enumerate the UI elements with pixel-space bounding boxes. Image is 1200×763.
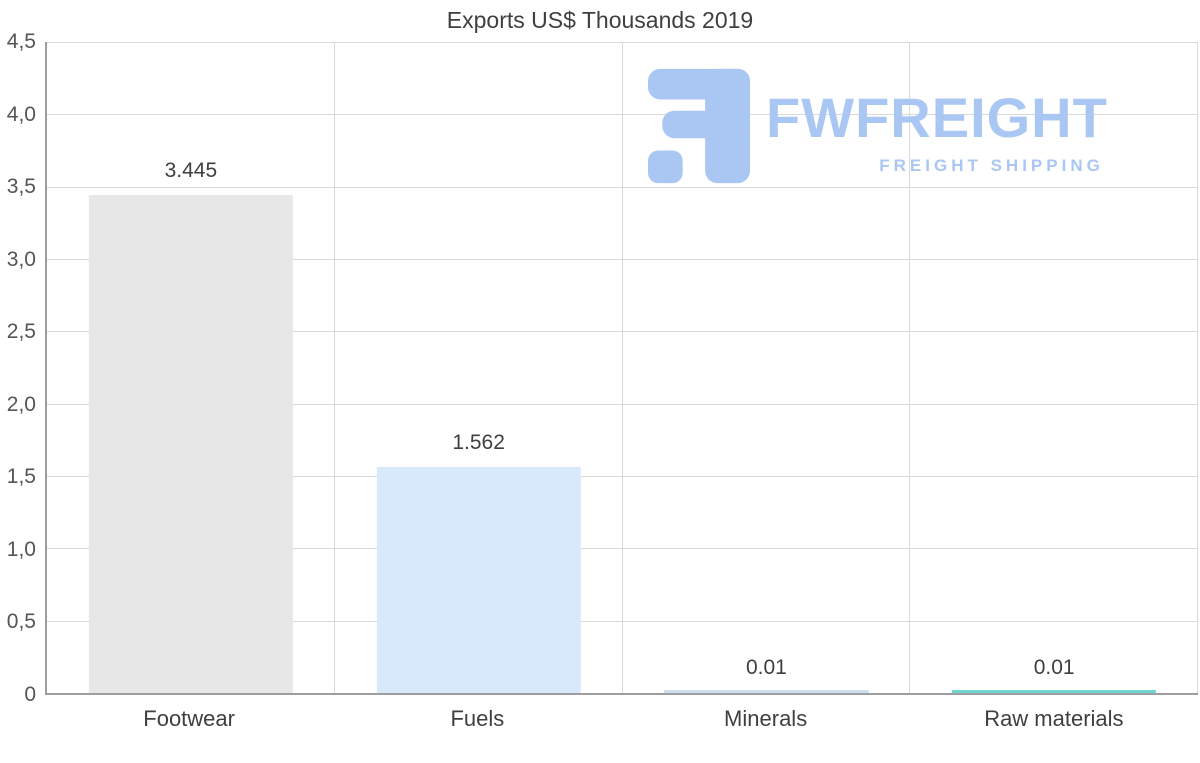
y-tick-label: 1,5 (6, 465, 36, 489)
y-axis: 4,5 4,0 3,5 3,0 2,5 2,0 1,5 1,0 0,5 0 (0, 30, 38, 706)
plot-area: 3.445 1.562 0.01 0.01 (45, 42, 1198, 695)
y-tick-label: 3,5 (6, 175, 36, 199)
gridline-horizontal (47, 259, 1198, 260)
bar-value-label-minerals: 0.01 (745, 655, 787, 679)
logo-name: FWFREIGHT (766, 86, 1108, 149)
x-axis-label-minerals: Minerals (724, 706, 808, 731)
y-tick-label: 1,0 (6, 537, 36, 561)
bar-raw-materials (951, 690, 1157, 693)
bar-minerals (664, 690, 869, 693)
bar-slot-footwear: 3.445 (47, 42, 335, 693)
logo-tagline: FREIGHT SHIPPING (879, 156, 1104, 175)
logo-text-block: FWFREIGHT FREIGHT SHIPPING (766, 68, 1108, 176)
bar-slot-fuels: 1.562 (335, 42, 623, 693)
bar-value-label-raw-materials: 0.01 (1033, 655, 1075, 679)
bar-slot-raw-materials: 0.01 (910, 42, 1198, 693)
gridline-horizontal (47, 42, 1198, 43)
x-axis-label-raw-materials: Raw materials (984, 706, 1124, 731)
y-tick-label: 4,5 (6, 30, 36, 53)
bar-value-label-footwear: 3.445 (164, 158, 218, 182)
bar-value-label-fuels: 1.562 (452, 431, 505, 455)
x-axis-label-footwear: Footwear (143, 706, 235, 731)
gridline-vertical (1197, 42, 1198, 693)
y-tick-label: 0,5 (6, 610, 36, 634)
gridline-horizontal (47, 331, 1198, 333)
y-tick-label: 0 (24, 683, 36, 706)
x-axis-label-fuels: Fuels (450, 706, 505, 731)
freight-logo-icon (648, 68, 750, 184)
bar-slot-minerals: 0.01 (623, 42, 911, 693)
watermark-logo: FWFREIGHT FREIGHT SHIPPING (648, 68, 1108, 184)
gridline-horizontal (47, 548, 1198, 550)
gridline-horizontal (47, 620, 1198, 622)
gridline-vertical (909, 42, 911, 693)
x-axis: Footwear Fuels Minerals Raw materials (45, 700, 1198, 736)
chart-title: Exports US$ Thousands 2019 (446, 7, 754, 33)
gridline-horizontal (47, 476, 1198, 477)
y-tick-label: 4,0 (6, 102, 36, 126)
gridline-horizontal (47, 403, 1198, 405)
gridline-vertical (621, 42, 623, 693)
y-tick-label: 3,0 (6, 247, 36, 271)
gridline-horizontal (47, 114, 1198, 116)
y-tick-label: 2,0 (6, 392, 36, 416)
bar-footwear (88, 194, 294, 693)
bar-fuels (376, 467, 581, 693)
gridline-vertical (333, 42, 335, 693)
y-tick-label: 2,5 (6, 320, 36, 344)
gridline-horizontal (47, 186, 1198, 188)
